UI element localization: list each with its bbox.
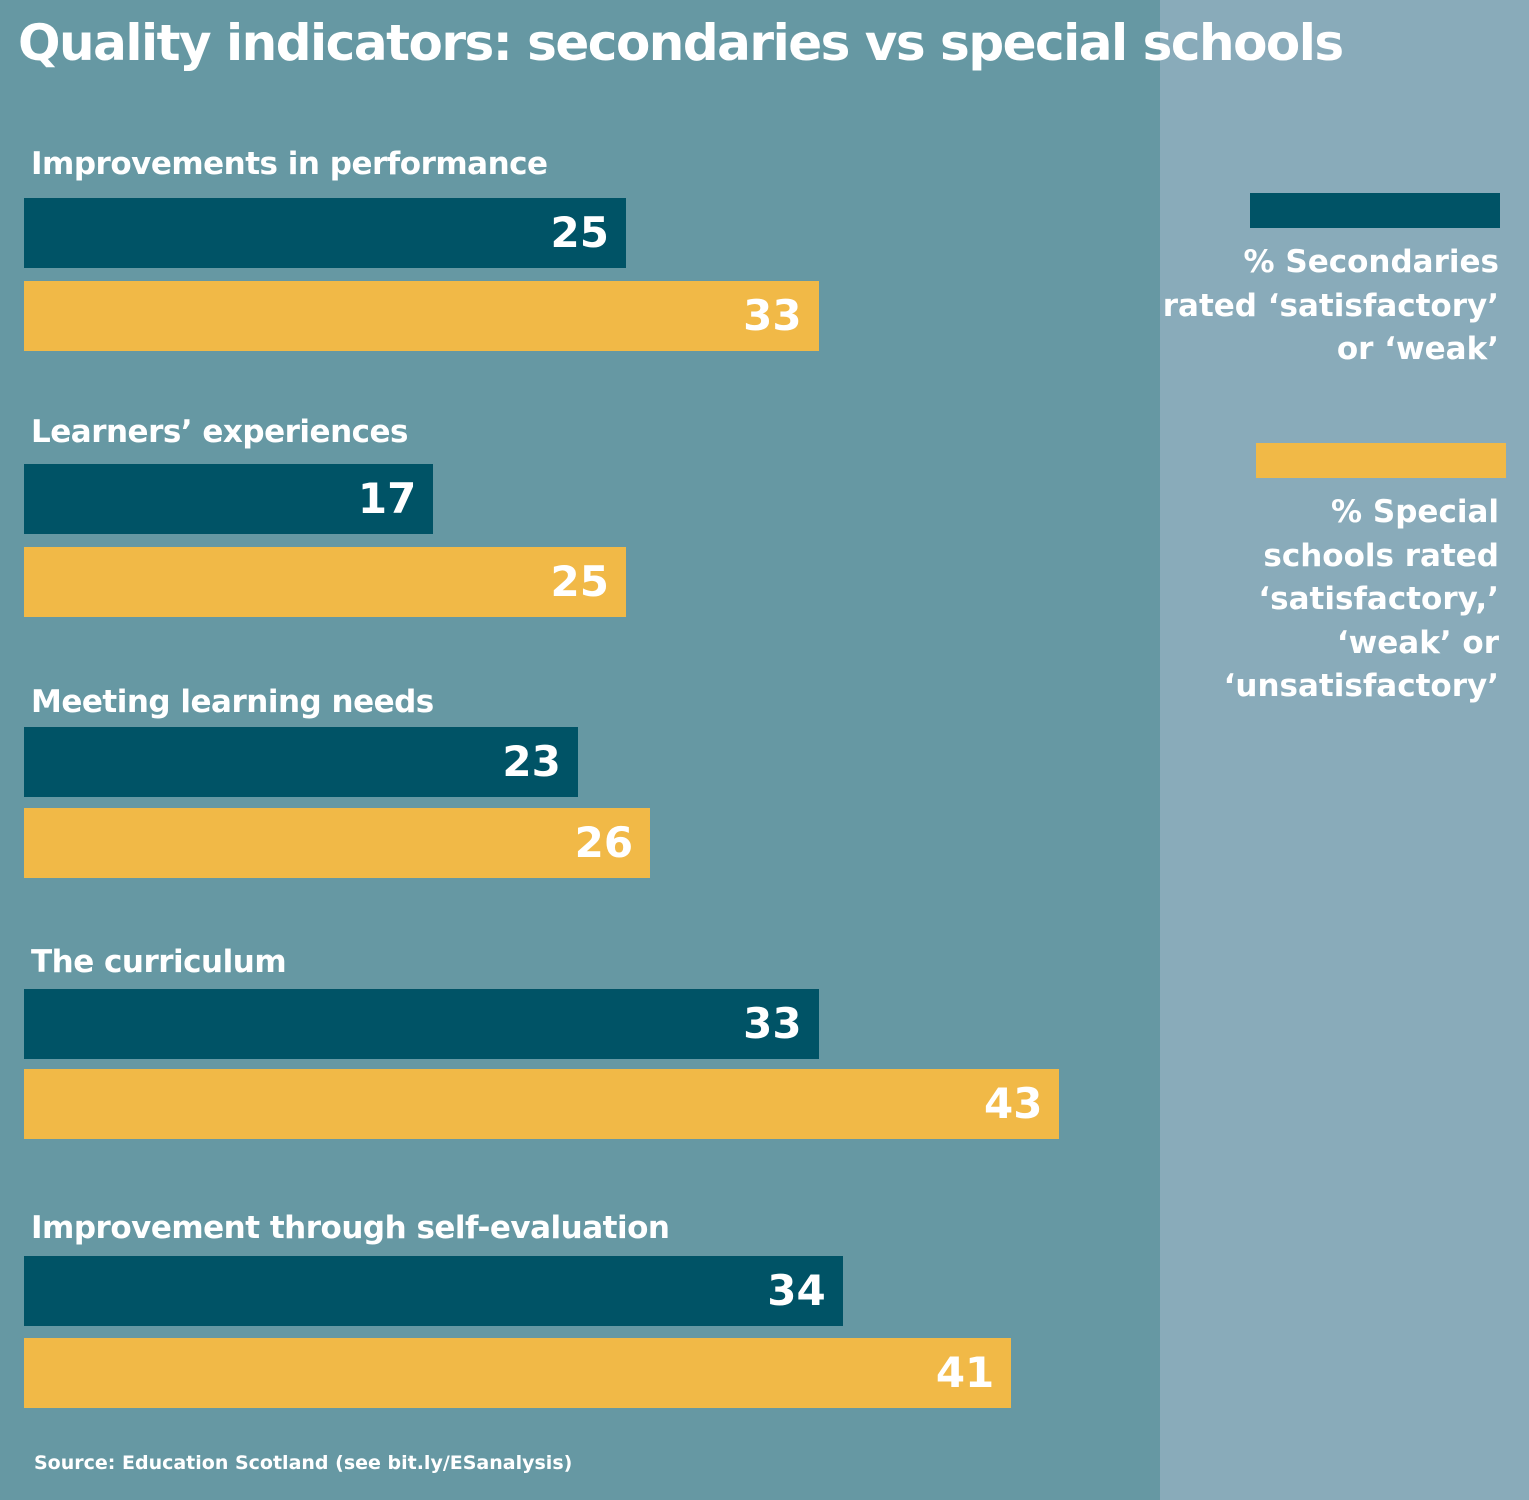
data-label: 33 (743, 291, 802, 340)
category-label: Improvements in performance (31, 146, 548, 182)
legend-panel (1160, 0, 1529, 1500)
data-label: 25 (550, 208, 609, 257)
legend-swatch-special (1256, 443, 1506, 478)
bar-special (24, 547, 626, 617)
chart-title: Quality indicators: secondaries vs speci… (18, 14, 1344, 72)
data-label: 34 (767, 1266, 826, 1315)
legend-label-secondaries: % Secondaries rated ‘satisfactory’ or ‘w… (1162, 244, 1499, 367)
data-label: 23 (502, 737, 561, 786)
source-note: Source: Education Scotland (see bit.ly/E… (34, 1452, 573, 1474)
category-label: Improvement through self-evaluation (31, 1210, 670, 1246)
category-label: Meeting learning needs (31, 684, 434, 720)
bar-special (24, 808, 651, 878)
category-label: Learners’ experiences (31, 414, 409, 450)
data-label: 25 (550, 557, 609, 606)
bar-secondaries (24, 464, 434, 534)
bar-special (24, 281, 819, 351)
data-label: 41 (935, 1348, 995, 1397)
legend-label-special: % Special schools rated ‘satisfactory,’ … (1223, 494, 1499, 704)
bar-special (24, 1338, 1012, 1408)
bar-secondaries (24, 198, 626, 268)
data-label: 43 (983, 1079, 1043, 1128)
bar-secondaries (24, 1256, 843, 1326)
category-label: The curriculum (31, 944, 287, 980)
data-label: 17 (357, 474, 417, 523)
bar-secondaries (24, 989, 819, 1059)
legend-swatch-secondaries (1250, 193, 1500, 228)
bar-special (24, 1069, 1060, 1139)
bar-secondaries (24, 727, 578, 797)
data-label: 26 (574, 818, 634, 867)
data-label: 33 (743, 999, 802, 1048)
